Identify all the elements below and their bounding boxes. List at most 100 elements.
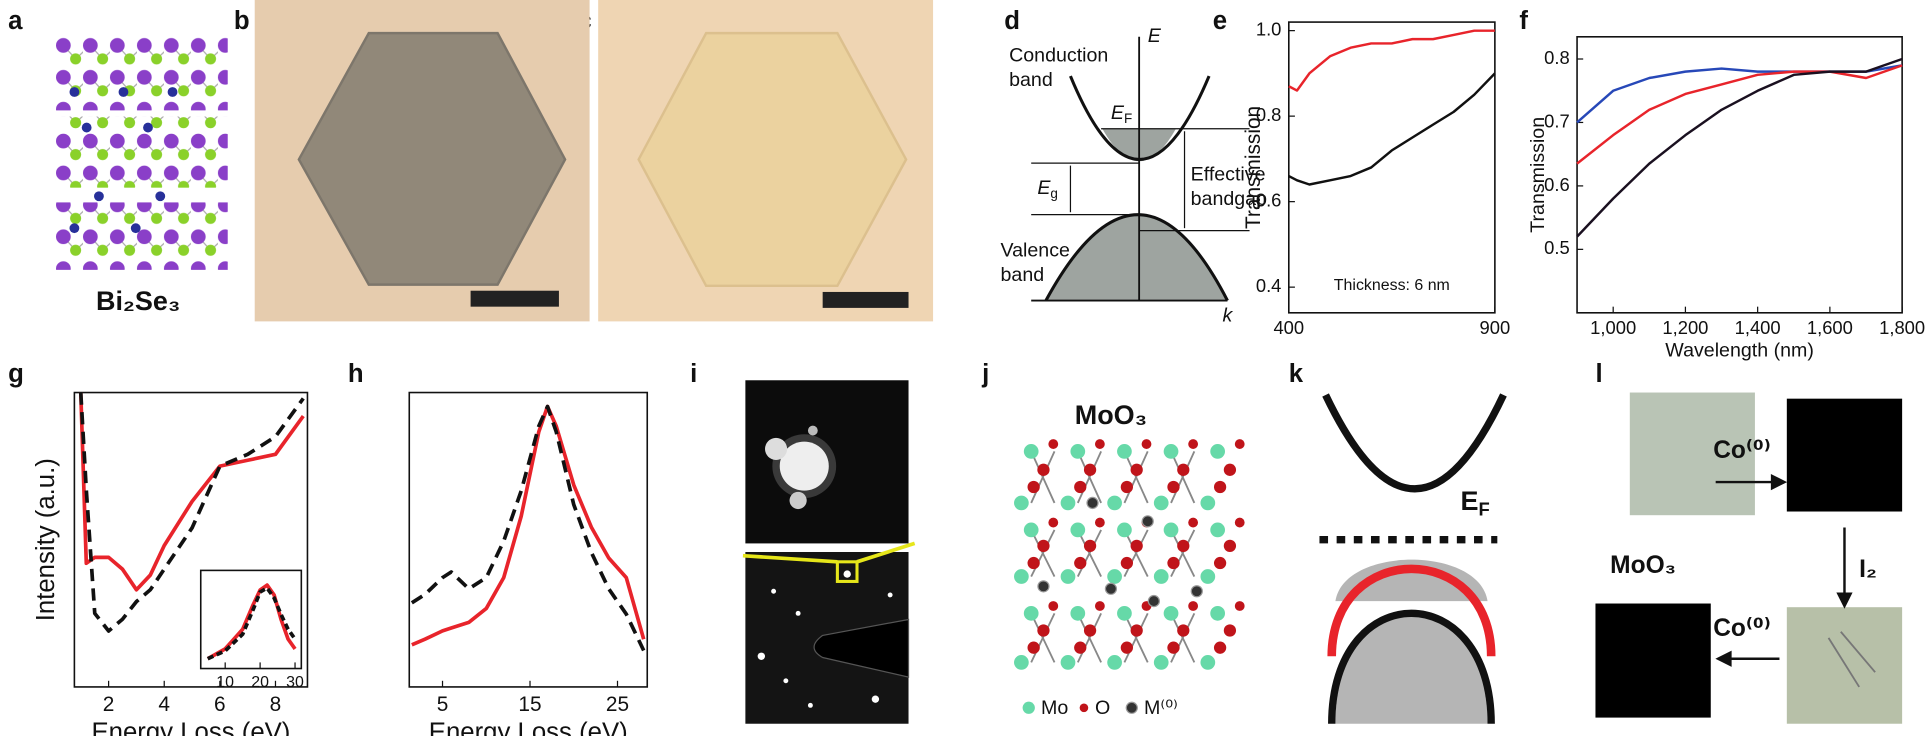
intercalant-atoms-part (167, 87, 178, 97)
x-tick-label: 1,000 (1590, 317, 1636, 338)
bond (1030, 612, 1056, 663)
series-line (206, 583, 297, 661)
arrows-part (1715, 650, 1732, 667)
intercalant-atoms-part (94, 191, 104, 202)
diffraction-spots-part (843, 570, 851, 578)
mo-atom (1060, 495, 1076, 511)
fermi-label: EF (1461, 486, 1490, 519)
step-label: Co⁽⁰⁾ (1713, 437, 1771, 464)
mo-atom (1117, 522, 1132, 538)
band-label: band (1001, 264, 1045, 286)
diffraction-spots-part (807, 702, 813, 708)
plot-area (1576, 36, 1903, 314)
o-atom (1074, 641, 1087, 654)
m0-atom (1037, 580, 1050, 593)
y-tick-label: 1.0 (1256, 18, 1282, 39)
o-atom (1167, 480, 1180, 494)
shifted-band (1327, 564, 1496, 657)
o-atom (1027, 480, 1040, 494)
x-tick-label: 1,200 (1662, 317, 1708, 338)
filled-states (1335, 559, 1488, 602)
mo-atom (1117, 605, 1132, 621)
mo-atom (1200, 495, 1216, 511)
compound-label: MoO₃ (1075, 400, 1147, 430)
sample-photo (1786, 607, 1903, 724)
subscript: F (1124, 111, 1132, 126)
axis-label: E (1148, 25, 1162, 47)
mo-atom (1153, 569, 1169, 584)
o-atom (1027, 641, 1040, 654)
diffraction-spots-part (771, 588, 777, 594)
series-line (1288, 29, 1495, 92)
mo-atom (1210, 605, 1226, 621)
bond (1123, 612, 1149, 663)
panel-label: i (690, 360, 697, 388)
series-line (410, 404, 646, 652)
y-tick-label: 0.5 (1544, 237, 1570, 258)
x-axis-label: Energy Loss (eV) (429, 719, 628, 736)
m0-atom (1141, 515, 1154, 528)
mo-atom (1200, 569, 1216, 584)
mo-atom (1070, 522, 1086, 538)
series-line (78, 392, 305, 592)
x-axis-label: Wavelength (nm) (1665, 340, 1814, 362)
y-tick-label: 0.8 (1544, 47, 1570, 68)
intercalant-atoms-part (130, 223, 141, 234)
atom-layer (55, 202, 228, 270)
mo-atom (1163, 522, 1179, 538)
valence-band (1328, 609, 1495, 724)
series-line (411, 404, 646, 647)
atom-layer (55, 116, 228, 188)
o-atom (1177, 463, 1190, 476)
moo3-structure: MoO₃ Mo O M⁽⁰⁾ (1014, 400, 1245, 719)
scratch (1827, 631, 1876, 688)
bond (1076, 451, 1102, 504)
o-atom (1027, 556, 1040, 570)
o-atom (1074, 480, 1087, 494)
arrows-part (1836, 592, 1853, 609)
bond (1030, 451, 1056, 504)
o-atom (1094, 601, 1105, 611)
spot (765, 437, 788, 460)
mo-atom (1070, 605, 1086, 621)
x-tick-label: 900 (1480, 317, 1511, 338)
o-atom (1167, 556, 1180, 570)
color-change-scheme: Co⁽⁰⁾ MoO₃ I₂ Co⁽⁰⁾ (1595, 392, 1903, 724)
y-tick-label: 0.6 (1256, 190, 1282, 211)
o-atom (1213, 480, 1227, 494)
x-axis-label: Energy Loss (eV) (91, 719, 290, 736)
conduction-band (1322, 393, 1507, 493)
arrows-part (1770, 473, 1788, 491)
panel-label: h (348, 360, 364, 388)
x-tick-label: 1,600 (1807, 317, 1853, 338)
subscript: g (1050, 185, 1058, 200)
mo-atom (1210, 444, 1226, 459)
band-label: band (1009, 69, 1053, 91)
intercalant-atoms-part (69, 87, 80, 97)
series-line (1576, 57, 1903, 238)
legend-swatch (1079, 703, 1089, 713)
mo-atom (1107, 569, 1122, 584)
hexagon-flake (637, 31, 908, 288)
x-tick-label: 15 (518, 693, 541, 716)
o-atom (1048, 439, 1059, 449)
diffraction-images (742, 380, 916, 724)
o-atom (1120, 641, 1134, 654)
diffraction-spots-part (795, 610, 801, 616)
mo-atom (1023, 444, 1039, 459)
structure-legend: Mo O M⁽⁰⁾ (1022, 697, 1178, 719)
micrograph-c (598, 0, 934, 322)
diffraction-spots-part (887, 592, 893, 598)
zoom-line (742, 553, 838, 564)
band-diagram-labels: E k Conduction band Valence band EF Eg E… (1001, 25, 1268, 327)
symbol: E (1461, 486, 1479, 516)
band-diagram (1031, 36, 1250, 302)
o-atom (1094, 439, 1105, 449)
mo-atom (1210, 522, 1226, 538)
series-line (1288, 72, 1496, 186)
o-atom (1037, 539, 1050, 552)
legend-label: O (1095, 697, 1110, 719)
panel-label: j (981, 360, 989, 388)
